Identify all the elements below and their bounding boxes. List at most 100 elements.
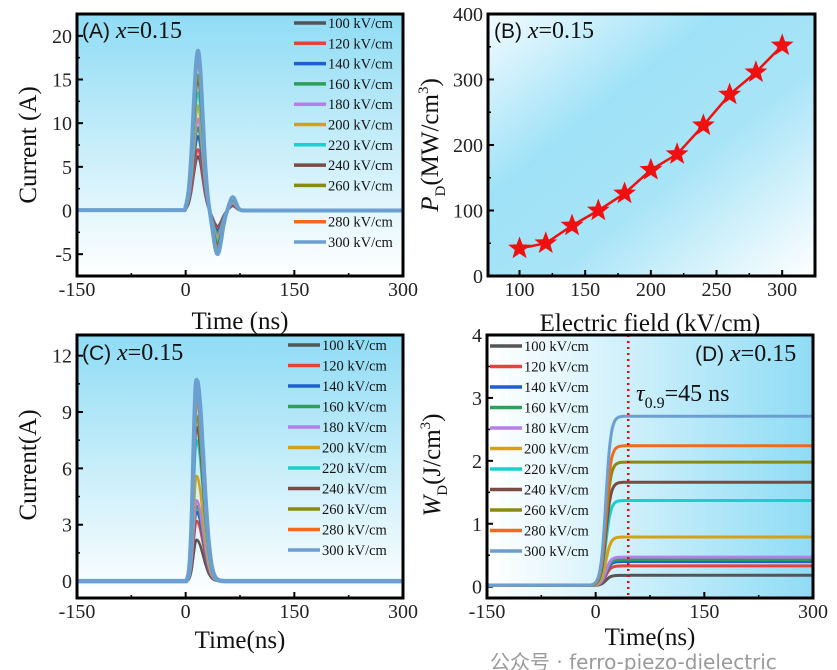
panel-a-label: (A) x=0.15 xyxy=(82,18,182,44)
plot-background xyxy=(487,335,813,598)
panel-d-label: (D) x=0.15 xyxy=(695,341,796,367)
x-tick-label: 100 xyxy=(505,279,535,301)
panel-d-ylabel: WD(J/cm3) xyxy=(418,413,451,516)
plot-frame xyxy=(75,333,405,600)
x-tick-label: 200 xyxy=(636,279,666,301)
legend-item: 100 kV/cm xyxy=(294,16,394,32)
legend-label: 280 kV/cm xyxy=(524,524,590,540)
x-tick-label: -150 xyxy=(469,601,506,623)
legend-label: 260 kV/cm xyxy=(524,503,590,519)
y-tick-label: 0 xyxy=(62,201,72,223)
y-tick-label: 0 xyxy=(62,571,72,593)
y-tick-label: 3 xyxy=(62,515,72,537)
legend-label: 300 kV/cm xyxy=(524,544,590,560)
legend-label: 140 kV/cm xyxy=(322,379,388,395)
y-tick-label: 300 xyxy=(453,70,483,92)
x-tick-label: 0 xyxy=(181,279,191,301)
star-marker xyxy=(718,82,742,105)
legend-label: 260 kV/cm xyxy=(322,502,388,518)
legend-label: 180 kV/cm xyxy=(524,421,590,437)
legend-label: 140 kV/cm xyxy=(328,57,394,73)
y-tick-label: 12 xyxy=(52,346,72,368)
legend-item: 180 kV/cm xyxy=(490,421,590,437)
x-tick-label: 300 xyxy=(767,279,797,301)
legend-label: 240 kV/cm xyxy=(524,483,590,499)
panel-c-label: (C) x=0.15 xyxy=(82,340,183,366)
legend-label: 220 kV/cm xyxy=(322,461,388,477)
series-line-300 xyxy=(487,414,813,587)
legend-label: 220 kV/cm xyxy=(524,462,590,478)
panel-b-label: (B) x=0.15 xyxy=(494,18,594,44)
y-tick-label: 200 xyxy=(453,135,483,157)
legend-item: 160 kV/cm xyxy=(490,401,590,417)
panel-b-ylabel: PD(MW/cm3) xyxy=(416,78,449,213)
legend-item: 140 kV/cm xyxy=(490,380,590,396)
panel-b: 100 150 200 250 300 0 100 200 300 400 xyxy=(453,4,817,301)
legend-item: 300 kV/cm xyxy=(294,235,394,251)
legend-item: 180 kV/cm xyxy=(294,97,394,113)
legend-label: 120 kV/cm xyxy=(524,360,590,376)
star-marker xyxy=(665,142,689,164)
legend-item: 200 kV/cm xyxy=(294,118,394,134)
legend-label: 140 kV/cm xyxy=(524,380,590,396)
y-tick-label: 6 xyxy=(62,458,72,480)
panel-c-xlabel: Time(ns) xyxy=(195,627,286,654)
star-marker xyxy=(770,33,794,56)
plot-area xyxy=(487,414,813,587)
x-tick-label: 300 xyxy=(388,601,418,623)
legend-label: 200 kV/cm xyxy=(322,441,388,457)
legend-item: 300 kV/cm xyxy=(490,544,590,560)
legend-label: 100 kV/cm xyxy=(322,338,388,354)
legend-label: 120 kV/cm xyxy=(322,359,388,375)
series-line-300 xyxy=(77,48,403,257)
star-marker xyxy=(586,198,610,221)
panel-a: -150 0 150 300 -5 0 5 10 15 20 100 kV/cm 120 kV/cm 1… xyxy=(52,12,418,301)
legend-item: 100 kV/cm xyxy=(288,338,388,354)
legend-item: 260 kV/cm xyxy=(294,178,394,194)
plot-background xyxy=(77,14,403,276)
y-tick-label: 5 xyxy=(62,157,72,179)
x-tick-label: 150 xyxy=(279,279,309,301)
legend-item: 260 kV/cm xyxy=(288,502,388,518)
legend-item: 180 kV/cm xyxy=(288,420,388,436)
y-tick-label: 2 xyxy=(472,451,482,473)
legend-item: 260 kV/cm xyxy=(490,503,590,519)
y-tick-label: 4 xyxy=(472,325,482,347)
y-tick-label: 0 xyxy=(473,266,483,288)
x-tick-label: 300 xyxy=(798,601,828,623)
legend-item: 160 kV/cm xyxy=(288,400,388,416)
legend-item: 240 kV/cm xyxy=(288,482,388,498)
plot-frame xyxy=(75,12,405,278)
legend-label: 280 kV/cm xyxy=(328,215,394,231)
legend-label: 200 kV/cm xyxy=(328,118,394,134)
star-marker xyxy=(613,181,636,204)
legend-item: 240 kV/cm xyxy=(294,158,394,174)
y-tick-label: -5 xyxy=(55,244,72,266)
legend-label: 300 kV/cm xyxy=(328,235,394,251)
y-tick-label: 0 xyxy=(472,577,482,599)
star-marker xyxy=(692,113,715,136)
x-tick-label: 150 xyxy=(279,601,309,623)
y-tick-label: 15 xyxy=(52,70,72,92)
panel-b-xlabel: Electric field (kV/cm) xyxy=(540,310,761,337)
legend-item: 200 kV/cm xyxy=(490,442,590,458)
legend-item: 280 kV/cm xyxy=(288,523,388,539)
legend-item: 160 kV/cm xyxy=(294,77,394,93)
star-marker xyxy=(639,157,663,180)
panel-a-ylabel: Current (A) xyxy=(15,86,42,203)
legend-item: 220 kV/cm xyxy=(294,138,394,154)
legend-label: 260 kV/cm xyxy=(328,178,394,194)
legend-label: 120 kV/cm xyxy=(328,36,394,52)
legend-item: 200 kV/cm xyxy=(288,441,388,457)
plot-area xyxy=(77,377,403,584)
legend-label: 160 kV/cm xyxy=(524,401,590,417)
series-line-300 xyxy=(77,377,403,584)
x-tick-label: -150 xyxy=(59,279,96,301)
x-tick-label: 150 xyxy=(689,601,719,623)
legend-label: 100 kV/cm xyxy=(524,339,590,355)
y-tick-label: 100 xyxy=(453,201,483,223)
legend-label: 160 kV/cm xyxy=(328,77,394,93)
legend-label: 180 kV/cm xyxy=(328,97,394,113)
legend-item: 100 kV/cm xyxy=(490,339,590,355)
